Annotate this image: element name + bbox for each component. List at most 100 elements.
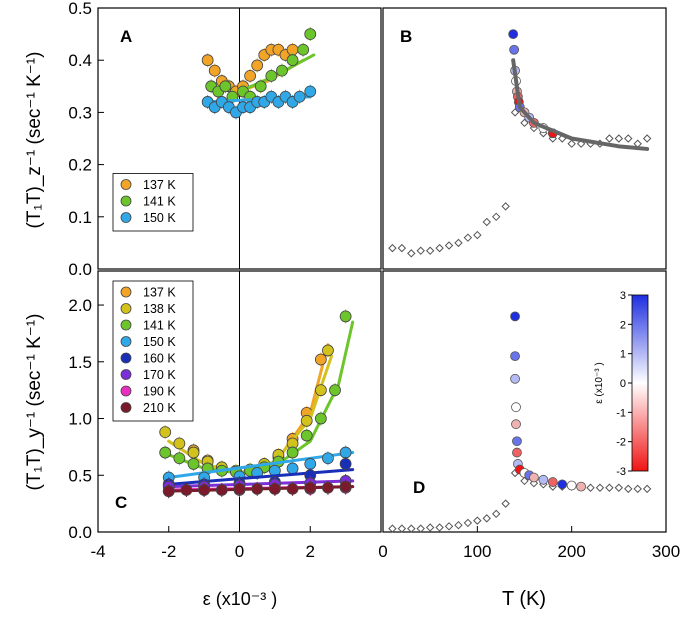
panel-c-legend-label: 137 K [143,286,176,300]
panel-a-series-0-point [251,59,264,72]
panel-a-series-1-point [265,69,278,82]
panel-c-series-7-point [286,482,299,495]
panel-d-series-1-point [510,311,520,322]
panel-a-series-1-point [219,80,232,93]
panel-d-series-0-point [595,483,605,492]
panel-d-colorbar-tick-label: 0 [620,378,626,390]
panel-d-series-0-point [388,524,397,533]
panel-c-legend-label: 141 K [143,319,176,333]
panel-a-series-2-point [293,90,306,103]
panel-d-series-0-point [501,499,510,508]
panel-c-legend-label: 170 K [143,368,176,382]
panel-c-ytick-label: 0.5 [68,466,92,485]
panel-d-series-0-point [444,522,454,531]
panel-b-series-0-point [501,202,510,211]
panel-c-xtick-label: 0 [235,542,244,561]
panel-d-series-1-point [512,436,522,447]
panel-d-series-0-point [473,516,482,525]
panel-a-series-1-point [286,54,299,67]
panel-d-colorbar-tick-label: -3 [616,466,626,478]
panel-d-series-1-point [529,472,539,483]
panel-c-series-2-point [187,458,200,470]
panel-a-ytick-label: 0.4 [68,51,92,70]
panel-c-legend-label: 150 K [143,335,176,349]
panel-a-series-0-point [201,54,214,67]
panel-c-series-2-point [300,429,313,442]
panel-c-series-2-point [286,446,299,459]
panel-c-legend-marker [120,336,132,347]
panel-c-series-7-point [268,482,281,495]
panel-c-legend-marker [120,303,132,314]
panel-c-series-0-point [314,353,327,366]
panel-d-series-0-point [407,524,416,533]
x-axis-label-left: ε (x10⁻³ ) [203,589,278,609]
panel-a-series-1-point [276,64,288,77]
panel-d-series-1-point [510,373,520,384]
panel-b-series-1-point [509,44,520,55]
panel-b-series-0-point [567,139,576,148]
panel-a-legend-label: 141 K [143,195,176,209]
panel-c-series-7-point [162,485,175,498]
panel-c-series-7-point [339,480,352,493]
panel-d-xtick-label: 0 [378,542,387,561]
panel-d-series-0-point [633,484,642,494]
panel-b-series-0-point [416,246,425,255]
panel-c-series-2-point [339,310,352,323]
panel-d-colorbar-tick-label: 2 [620,319,626,331]
panel-b-series-0-point [642,134,652,143]
panel-d-series-0-point [416,524,425,533]
panel-d-series-0-point [614,483,624,492]
panel-d-series-0-point [397,524,407,533]
panel-d-xtick-label: 100 [463,542,491,561]
panel-c-series-2-point [159,446,172,459]
plot-layer: 0.0 0.1 0.2 0.3 0.4 0.5 137 K 141 K 150 K 0.0 0.5 1… [68,0,680,561]
panel-c-series-1-point [300,414,313,427]
panel-c-letter: C [115,493,127,512]
panel-b-series-0-point [444,241,454,250]
panel-b-series-0-point [624,134,633,143]
panel-c-legend-marker [120,319,132,331]
panel-c-series-3-point [286,462,299,475]
panel-d-series-0-point [624,484,633,494]
panel-a-series-1-point [304,28,317,40]
panel-d-series-1-point [566,480,577,491]
panel-a-letter: A [120,27,132,46]
panel-a-ytick-label: 0.1 [68,208,92,227]
panel-c-series-1-point [322,344,334,357]
panel-a-series-1-point [254,80,267,93]
panel-b-frame [382,7,667,270]
panel-d-frame [382,270,667,533]
panel-b-series-0-point [435,243,444,253]
panel-c-series-7-point [304,481,317,494]
panel-c-series-7-point [198,484,211,496]
x-axis-label-right: T (K) [502,588,546,610]
panel-d-colorbar-tick-label: -2 [616,437,626,449]
panel-c-series-3-point [322,452,334,465]
panel-c-ytick-label: 0.0 [68,523,92,542]
panel-b-series-0-point [407,249,416,258]
panel-d-series-1-point [547,477,558,487]
panel-b-series-0-point [463,233,473,242]
panel-c-series-7-point [180,484,193,496]
panel-c-series-1-point [187,446,200,459]
panel-c-series-1-point [173,437,186,450]
panel-c-ytick-label: 1.0 [68,410,92,429]
panel-d-colorbar [631,294,649,472]
panel-c-xtick-label: 2 [306,542,315,561]
panel-c-series-3-point [339,446,352,459]
panel-d-xtick-label: 300 [652,542,680,561]
panel-d-series-0-point [520,476,529,486]
panel-a-legend-marker [120,179,132,190]
panel-d-colorbar-tick-label: -1 [616,407,626,419]
panel-a-legend-marker [120,212,132,223]
panel-a-series-2-point [304,85,317,98]
panel-a-series-1-point [297,43,310,56]
panel-d-series-1-point [511,402,521,413]
panel-b-series-0-point [482,217,491,227]
panel-a-legend-marker [120,195,132,207]
panel-b-series-0-point [491,212,501,222]
panel-a-legend-label: 150 K [143,211,176,225]
panel-d-series-0-point [491,509,501,519]
panel-b-series-0-point [425,246,435,255]
panel-d-series-0-point [463,518,473,528]
